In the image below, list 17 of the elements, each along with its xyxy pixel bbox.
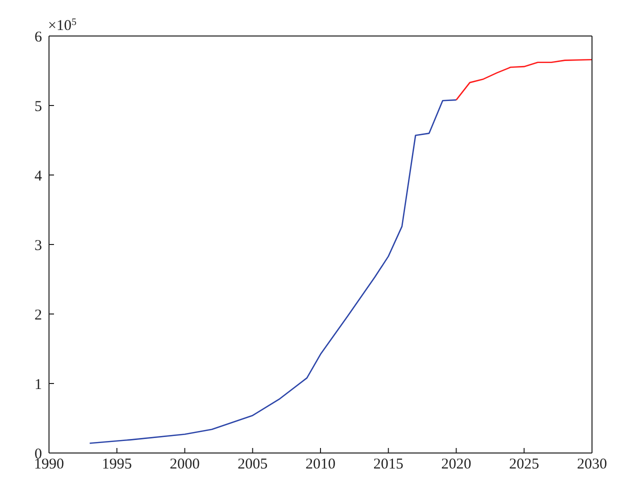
y-tick-label: 1 (34, 376, 42, 393)
x-tick-label: 1995 (102, 456, 132, 473)
x-tick-label: 2005 (238, 456, 268, 473)
x-tick-label: 2030 (577, 456, 607, 473)
x-tick-label: 2020 (441, 456, 472, 473)
y-tick-label: 4 (34, 168, 42, 184)
text: ×10$^{5}$ (48, 16, 76, 34)
line-series (89, 99, 457, 444)
x-tick-label: 2000 (170, 456, 200, 473)
x-tick-label: 2010 (306, 456, 336, 473)
y-tick-label: 2 (34, 307, 42, 324)
y-tick-label: 3 (34, 238, 42, 254)
y-tick-label: 6 (34, 29, 42, 46)
x-tick-label: 2025 (509, 456, 540, 473)
x-tick-label: 2015 (373, 456, 404, 473)
y-tick-label: 5 (34, 98, 42, 115)
line-series (456, 58, 592, 101)
